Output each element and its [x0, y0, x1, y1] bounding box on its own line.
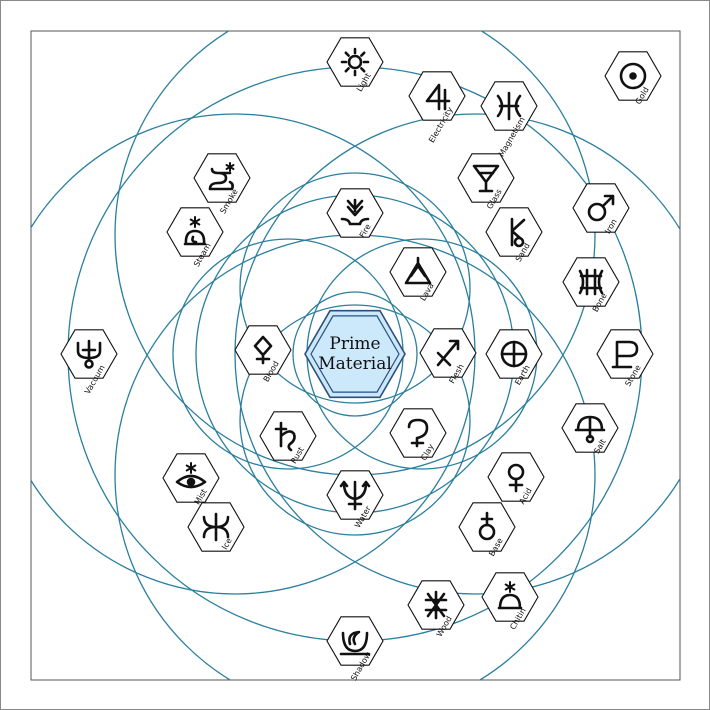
wood-icon	[424, 590, 448, 620]
node-hex	[326, 188, 384, 238]
light-icon	[340, 47, 370, 77]
connection-ring	[234, 113, 680, 595]
acid-icon	[507, 463, 525, 493]
node-bone[interactable]: Bone	[562, 257, 620, 314]
node-chitin[interactable]: Chitin	[481, 572, 539, 631]
vacuum-icon	[76, 339, 102, 369]
node-hex	[234, 325, 292, 375]
node-hex	[259, 411, 317, 461]
water-icon	[339, 480, 371, 511]
node-hex	[487, 452, 545, 502]
prime-material-hex-outer	[304, 309, 406, 399]
shadow-icon	[339, 630, 371, 656]
lava-icon	[404, 256, 432, 285]
node-smoke[interactable]: Smoke	[193, 153, 251, 216]
node-hex	[458, 502, 516, 552]
connection-ring	[239, 172, 471, 404]
node-gold[interactable]: Gold	[604, 51, 662, 106]
clay-icon	[407, 418, 429, 448]
node-sand[interactable]: Sand	[485, 207, 543, 264]
flesh-icon	[436, 339, 460, 367]
connection-ring	[292, 291, 418, 417]
node-fire[interactable]: Fire	[326, 188, 384, 240]
node-rust[interactable]: Rust	[259, 411, 317, 465]
bone-icon	[578, 268, 604, 296]
blood-icon	[253, 335, 273, 365]
element-nodes: Light Electricity Magnetism Gold Smoke Glass I…	[60, 37, 662, 683]
node-electricity[interactable]: Electricity	[408, 71, 466, 145]
node-hex	[408, 71, 466, 121]
steam-icon	[183, 216, 207, 246]
node-hex	[326, 37, 384, 87]
prime-material-label-line2: Material	[318, 354, 392, 374]
node-hex	[389, 247, 447, 297]
node-light[interactable]: Light	[326, 37, 384, 93]
node-flesh[interactable]: Flesh	[419, 328, 477, 385]
smoke-icon	[208, 162, 235, 191]
sand-icon	[510, 217, 526, 248]
node-wood[interactable]: Wood	[407, 580, 465, 639]
node-hex	[562, 257, 620, 307]
node-iron[interactable]: Iron	[572, 183, 630, 236]
connection-ring	[239, 304, 471, 536]
node-ice[interactable]: Ice	[187, 502, 245, 552]
prime-material-node[interactable]: Prime Material	[304, 309, 406, 399]
node-water[interactable]: Water	[326, 470, 384, 530]
chitin-icon	[497, 581, 523, 610]
node-stone[interactable]: Stone	[596, 329, 654, 388]
ice-icon	[202, 512, 230, 542]
salt-icon	[574, 415, 606, 444]
node-acid[interactable]: Acid	[487, 452, 545, 506]
mist-icon	[175, 462, 207, 489]
node-hex	[193, 153, 251, 203]
rust-icon	[274, 421, 296, 452]
node-lava[interactable]: Lava	[389, 247, 447, 303]
node-steam[interactable]: Steam	[166, 207, 224, 269]
node-hex	[481, 572, 539, 622]
electricity-icon	[425, 83, 451, 111]
base-icon	[478, 511, 496, 541]
node-glass[interactable]: Glass	[457, 153, 515, 211]
prime-material-hex-inner	[310, 315, 400, 393]
iron-icon	[587, 194, 615, 222]
prime-material-label-line1: Prime	[329, 334, 380, 354]
node-hex	[596, 329, 654, 379]
node-mist[interactable]: Mist	[162, 453, 220, 506]
node-hex	[389, 408, 447, 458]
glass-icon	[472, 164, 500, 193]
node-blood[interactable]: Blood	[234, 325, 292, 384]
node-hex	[572, 183, 630, 233]
node-hex	[457, 153, 515, 203]
node-magnetism[interactable]: Magnetism	[480, 81, 538, 158]
node-clay[interactable]: Clay	[389, 408, 447, 462]
diagram-frame	[30, 30, 681, 681]
gold-icon	[619, 62, 647, 90]
node-base[interactable]: Base	[458, 502, 516, 558]
node-shadow[interactable]: Shadow	[326, 616, 384, 683]
stone-icon	[611, 340, 639, 369]
earth-icon	[500, 340, 528, 368]
fire-icon	[340, 198, 370, 226]
magnetism-icon	[496, 91, 522, 121]
node-earth[interactable]: Earth	[485, 329, 543, 387]
node-salt[interactable]: Salt	[561, 403, 619, 455]
